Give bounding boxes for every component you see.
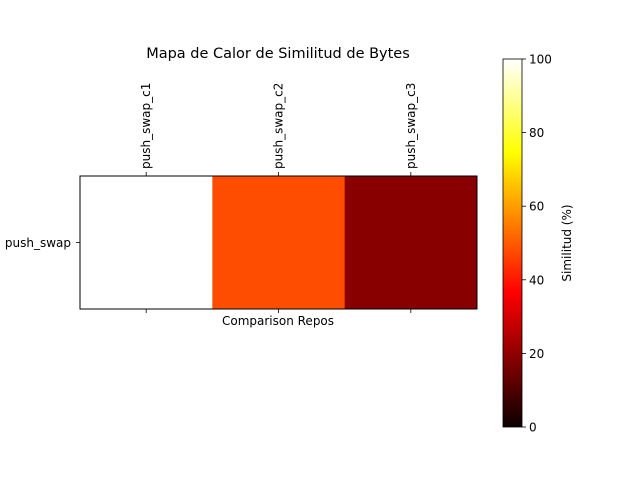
colorbar-tick-label: 20 — [529, 347, 544, 361]
colorbar-tick-label: 40 — [529, 273, 544, 287]
x-axis-label: Comparison Repos — [222, 314, 334, 328]
x-tick-label: push_swap_c2 — [272, 83, 286, 169]
colorbar-label: Similitud (%) — [560, 204, 574, 281]
colorbar-ticks: 0 20 40 60 80 100 — [522, 53, 552, 435]
x-axis-ticks: push_swap_c1 push_swap_c2 push_swap_c3 — [139, 83, 418, 313]
heatmap-cell — [80, 176, 213, 309]
y-tick-label: push_swap — [5, 236, 71, 250]
x-tick-label: push_swap_c3 — [404, 83, 418, 169]
x-tick-label: push_swap_c1 — [139, 83, 153, 169]
colorbar-tick-label: 80 — [529, 126, 544, 140]
colorbar-tick-label: 100 — [529, 53, 552, 67]
chart-title: Mapa de Calor de Similitud de Bytes — [146, 46, 410, 62]
colorbar — [502, 58, 523, 428]
colorbar-tick-label: 0 — [529, 421, 537, 435]
heatmap-cells — [80, 176, 478, 309]
heatmap-cell — [212, 176, 346, 309]
colorbar-tick-label: 60 — [529, 200, 544, 214]
heatmap-cell — [344, 176, 478, 309]
y-axis-ticks: push_swap — [5, 236, 80, 250]
